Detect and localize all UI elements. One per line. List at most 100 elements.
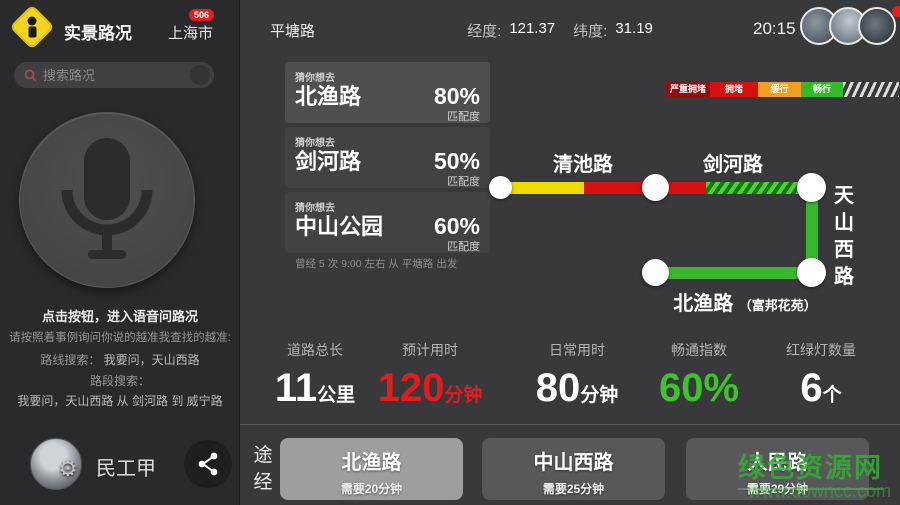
road-label-beiyu: 北渔路 （富邦花苑） — [635, 287, 855, 316]
road-label-beiyu-sub: （富邦花苑） — [738, 298, 817, 313]
suggestion-card-beiyu[interactable]: 猜你想去 北渔路 80% 匹配度 曾经 5 次 9:00 左右 从 平塘路 出发 — [285, 62, 490, 140]
stat-label: 道路总长 — [287, 342, 343, 358]
share-icon — [198, 452, 218, 476]
via-stop-name: 人民路 — [747, 452, 808, 474]
match-percent-label: 匹配度 — [447, 111, 480, 123]
settings-gear-icon[interactable]: ⚙ — [58, 456, 78, 481]
stat-label: 畅通指数 — [671, 342, 727, 358]
search-input[interactable] — [43, 67, 190, 83]
route-node-beiyu — [642, 259, 669, 286]
suggestion-card-jianhe[interactable]: 猜你想去 剑河路 50% 匹配度 曾经 5 次 9:00 左右 从 平塘路 出发 — [285, 127, 490, 205]
suggestion-history: 曾经 5 次 9:00 左右 从 平塘路 出发 — [295, 258, 458, 270]
via-stop-beiyu[interactable]: 北渔路 需要20分钟 — [280, 438, 463, 500]
search-toggle-knob[interactable] — [190, 65, 210, 85]
match-percent: 60% — [433, 213, 480, 239]
coordinates: 经度: 121.37 纬度: 31.19 — [435, 20, 685, 41]
via-stop-name: 北渔路 — [341, 452, 402, 474]
user-name: 民工甲 — [96, 458, 156, 480]
divider — [240, 424, 900, 425]
road-label-beiyu-name: 北渔路 — [673, 293, 734, 315]
stat-usual-time: 日常用时 80分钟 — [502, 340, 652, 408]
via-stop-time: 需要25分钟 — [542, 482, 605, 496]
route-segment-smooth-horizontal — [655, 267, 812, 279]
stat-traffic-lights: 红绿灯数量 6个 — [746, 340, 896, 408]
watermark-site-name: 绿色资源网 — [738, 446, 883, 490]
route-search-example: 路线搜索： 我要问，天山西路 — [0, 351, 240, 368]
stat-unit: 分钟 — [580, 385, 619, 406]
city-badge: 506 — [189, 9, 215, 21]
match-percent: 80% — [433, 83, 480, 109]
latitude-label: 纬度: — [573, 23, 608, 40]
stat-label: 日常用时 — [549, 342, 605, 358]
match-percent-label: 匹配度 — [447, 176, 480, 188]
latitude-value: 31.19 — [615, 20, 653, 37]
route-segment-smooth-hatched — [706, 182, 812, 194]
longitude-value: 121.37 — [509, 20, 556, 37]
longitude-label: 经度: — [467, 23, 502, 40]
main-panel: 平塘路 经度: 121.37 纬度: 31.19 20:15 猜你想去 北渔路 … — [240, 0, 900, 505]
route-node-jianhe — [797, 173, 826, 202]
suggestion-tag: 猜你想去 — [295, 73, 335, 84]
suggestion-name: 北渔路 — [295, 84, 362, 109]
contact-avatar[interactable] — [829, 7, 867, 45]
app-logo-road-sign-icon — [9, 4, 55, 50]
stat-smooth-index: 畅通指数 60% — [624, 340, 774, 408]
via-label: 途经 — [253, 445, 273, 493]
user-avatar[interactable] — [30, 438, 82, 490]
share-button[interactable] — [184, 440, 232, 488]
search-icon — [24, 69, 37, 82]
route-segment-slow — [500, 182, 584, 194]
stat-unit: 个 — [822, 385, 842, 406]
match-percent: 50% — [433, 148, 480, 174]
suggestion-name: 中山公园 — [295, 214, 384, 239]
stat-estimated-time: 预计用时 120分钟 — [355, 340, 505, 408]
watermark-site-url: www.downcc.com — [748, 481, 892, 501]
road-label-jianhe: 剑河路 — [703, 154, 763, 176]
via-stop-renmin[interactable]: 人民路 需要29分钟 — [686, 438, 869, 500]
legend-smooth: 畅行 — [801, 82, 843, 97]
stat-value: 6 — [800, 366, 823, 410]
route-node-tianshan — [797, 258, 826, 287]
segment-search-value: 我要问，天山西路 从 剑河路 到 威宁路 — [17, 394, 223, 408]
via-stop-zhongshanxi[interactable]: 中山西路 需要25分钟 — [482, 438, 665, 500]
stat-value: 80 — [535, 366, 581, 410]
stat-unit: 分钟 — [444, 385, 483, 406]
suggestion-card-zhongshan[interactable]: 猜你想去 中山公园 60% 匹配度 曾经 5 次 9:00 左右 从 平塘路 出… — [285, 192, 490, 270]
road-label-qingchi: 清池路 — [553, 154, 613, 176]
stat-label: 预计用时 — [402, 342, 458, 358]
city-selector[interactable]: 上海市 — [168, 25, 214, 42]
stat-value: 120 — [377, 366, 445, 410]
notification-dot — [892, 6, 900, 17]
route-search-value: 我要问，天山西路 — [103, 353, 200, 367]
stat-value: 11 — [274, 366, 318, 410]
app-title: 实景路况 — [64, 24, 132, 43]
stat-value: 60% — [658, 366, 740, 410]
search-bar[interactable] — [14, 62, 214, 88]
stat-total-length: 道路总长 11公里 — [240, 340, 390, 408]
sidebar: 实景路况 上海市 506 点击按钮，进入语音问路况 请按照着事例询问你说的越准我… — [0, 0, 240, 505]
route-node-qingchi — [642, 174, 669, 201]
legend-no-data-hatch — [843, 82, 899, 97]
suggestion-tag: 猜你想去 — [295, 203, 335, 214]
voice-mic-button[interactable] — [19, 112, 195, 288]
legend-jam: 拥堵 — [710, 82, 758, 97]
voice-hint-subtext: 请按照着事例询问你说的越准我查找的越准: — [9, 332, 231, 344]
via-stop-time: 需要20分钟 — [340, 482, 403, 496]
route-segment-jam — [584, 182, 655, 194]
suggestion-tag: 猜你想去 — [295, 138, 335, 149]
traffic-legend: 严重拥堵 拥堵 缓行 畅行 — [666, 82, 899, 97]
route-node-start — [489, 176, 512, 199]
suggestion-name: 剑河路 — [295, 149, 362, 174]
legend-severe-jam: 严重拥堵 — [666, 82, 710, 97]
microphone-icon — [61, 138, 153, 259]
segment-search-label: 路段搜索： — [89, 374, 150, 388]
via-stop-time: 需要29分钟 — [746, 482, 809, 496]
route-segment-smooth-vertical — [806, 188, 818, 274]
current-road-title: 平塘路 — [270, 23, 316, 40]
via-stop-name: 中山西路 — [533, 452, 614, 474]
contact-avatar[interactable] — [858, 7, 896, 45]
clock: 20:15 — [753, 19, 796, 38]
match-percent-label: 匹配度 — [447, 241, 480, 253]
route-search-label: 路线搜索： — [40, 353, 101, 367]
road-label-tianshan: 天山西路 — [834, 185, 854, 288]
